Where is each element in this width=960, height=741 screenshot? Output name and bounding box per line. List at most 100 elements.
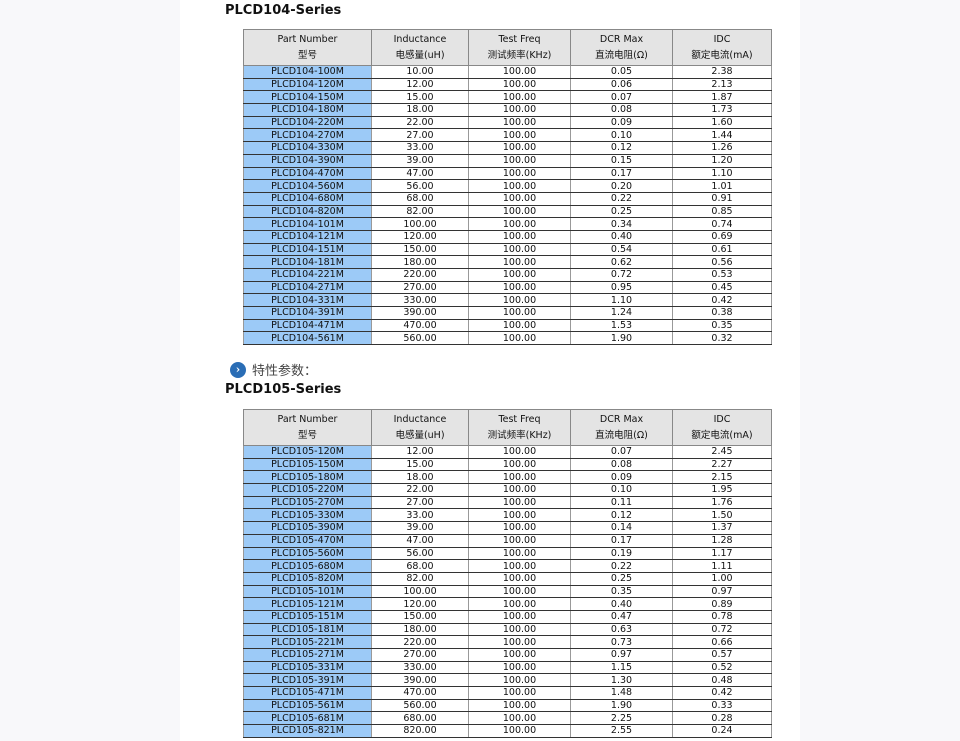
dcr-max-cell: 0.34 — [570, 217, 673, 231]
header-cn: 额定电流(mA) — [691, 49, 753, 61]
idc-cell: 0.72 — [672, 623, 772, 637]
idc-cell: 0.48 — [672, 673, 772, 688]
column-header: Inductance 电感量(uH) — [371, 29, 469, 66]
table-row: PLCD104-680M 68.00 100.00 0.22 0.91 — [243, 192, 772, 206]
table-row: PLCD104-151M 150.00 100.00 0.54 0.61 — [243, 243, 772, 257]
idc-cell: 1.44 — [672, 128, 772, 143]
dcr-max-cell: 1.53 — [570, 319, 673, 333]
dcr-max-cell: 0.95 — [570, 281, 673, 295]
column-header: DCR Max 直流电阻(Ω) — [570, 29, 673, 66]
inductance-cell: 150.00 — [371, 243, 469, 257]
part-number-cell: PLCD104-331M — [243, 293, 372, 308]
table-row: PLCD105-391M 390.00 100.00 1.30 0.48 — [243, 673, 772, 688]
idc-cell: 0.32 — [672, 331, 772, 346]
dcr-max-cell: 0.08 — [570, 458, 673, 472]
test-freq-cell: 100.00 — [468, 610, 571, 624]
test-freq-cell: 100.00 — [468, 458, 571, 472]
idc-cell: 2.45 — [672, 445, 772, 459]
table-row: PLCD105-120M 12.00 100.00 0.07 2.45 — [243, 445, 772, 459]
test-freq-cell: 100.00 — [468, 623, 571, 637]
idc-cell: 0.97 — [672, 585, 772, 599]
column-header: IDC 额定电流(mA) — [672, 409, 772, 446]
header-en: Part Number — [277, 413, 338, 425]
inductance-cell: 680.00 — [371, 711, 469, 726]
part-number-cell: PLCD105-681M — [243, 711, 372, 726]
table-row: PLCD105-101M 100.00 100.00 0.35 0.97 — [243, 585, 772, 599]
idc-cell: 1.10 — [672, 167, 772, 181]
dcr-max-cell: 0.11 — [570, 496, 673, 510]
table-row: PLCD105-181M 180.00 100.00 0.63 0.72 — [243, 623, 772, 637]
inductance-cell: 27.00 — [371, 128, 469, 143]
dcr-max-cell: 0.72 — [570, 268, 673, 282]
table-row: PLCD105-121M 120.00 100.00 0.40 0.89 — [243, 597, 772, 611]
table-row: PLCD104-150M 15.00 100.00 0.07 1.87 — [243, 90, 772, 105]
part-number-cell: PLCD105-220M — [243, 483, 372, 497]
inductance-cell: 12.00 — [371, 445, 469, 459]
dcr-max-cell: 0.40 — [570, 230, 673, 244]
idc-cell: 0.53 — [672, 268, 772, 282]
header-en: IDC — [713, 413, 731, 425]
header-cn: 型号 — [297, 429, 317, 441]
part-number-cell: PLCD104-560M — [243, 179, 372, 193]
test-freq-cell: 100.00 — [468, 496, 571, 510]
dcr-max-cell: 0.25 — [570, 572, 673, 586]
inductance-cell: 39.00 — [371, 521, 469, 535]
idc-cell: 1.37 — [672, 521, 772, 535]
dcr-max-cell: 0.54 — [570, 243, 673, 257]
inductance-cell: 330.00 — [371, 661, 469, 675]
dcr-max-cell: 0.10 — [570, 128, 673, 143]
part-number-cell: PLCD105-151M — [243, 610, 372, 624]
inductance-cell: 27.00 — [371, 496, 469, 510]
test-freq-cell: 100.00 — [468, 128, 571, 143]
idc-cell: 0.24 — [672, 724, 772, 738]
inductance-cell: 390.00 — [371, 306, 469, 320]
inductance-cell: 220.00 — [371, 268, 469, 282]
dcr-max-cell: 0.05 — [570, 65, 673, 79]
dcr-max-cell: 0.20 — [570, 179, 673, 193]
inductance-cell: 22.00 — [371, 483, 469, 497]
idc-cell: 1.73 — [672, 103, 772, 117]
test-freq-cell: 100.00 — [468, 255, 571, 269]
test-freq-cell: 100.00 — [468, 673, 571, 688]
header-en: Part Number — [277, 33, 338, 45]
part-number-cell: PLCD104-471M — [243, 319, 372, 333]
part-number-cell: PLCD105-271M — [243, 648, 372, 662]
dcr-max-cell: 0.17 — [570, 534, 673, 548]
header-en: Test Freq — [498, 33, 541, 45]
test-freq-cell: 100.00 — [468, 243, 571, 257]
inductance-cell: 47.00 — [371, 167, 469, 181]
header-cn: 电感量(uH) — [395, 429, 445, 441]
dcr-max-cell: 0.07 — [570, 445, 673, 459]
test-freq-cell: 100.00 — [468, 559, 571, 573]
inductance-cell: 12.00 — [371, 78, 469, 92]
test-freq-cell: 100.00 — [468, 508, 571, 523]
inductance-cell: 470.00 — [371, 319, 469, 333]
idc-cell: 1.20 — [672, 154, 772, 168]
part-number-cell: PLCD104-680M — [243, 192, 372, 206]
part-number-cell: PLCD105-181M — [243, 623, 372, 637]
table-row: PLCD104-271M 270.00 100.00 0.95 0.45 — [243, 281, 772, 295]
inductance-cell: 820.00 — [371, 724, 469, 738]
dcr-max-cell: 1.90 — [570, 331, 673, 346]
idc-cell: 1.26 — [672, 141, 772, 155]
inductance-cell: 100.00 — [371, 217, 469, 231]
part-number-cell: PLCD104-390M — [243, 154, 372, 168]
inductance-cell: 68.00 — [371, 559, 469, 573]
idc-cell: 1.60 — [672, 116, 772, 130]
inductance-cell: 82.00 — [371, 205, 469, 219]
table-row: PLCD104-120M 12.00 100.00 0.06 2.13 — [243, 78, 772, 92]
table-row: PLCD105-270M 27.00 100.00 0.11 1.76 — [243, 496, 772, 510]
part-number-cell: PLCD105-180M — [243, 470, 372, 485]
part-number-cell: PLCD105-270M — [243, 496, 372, 510]
header-en: Test Freq — [498, 413, 541, 425]
table-row: PLCD104-561M 560.00 100.00 1.90 0.32 — [243, 331, 772, 346]
table-row: PLCD104-100M 10.00 100.00 0.05 2.38 — [243, 65, 772, 79]
dcr-max-cell: 0.35 — [570, 585, 673, 599]
idc-cell: 0.33 — [672, 699, 772, 713]
test-freq-cell: 100.00 — [468, 217, 571, 231]
table-row: PLCD104-391M 390.00 100.00 1.24 0.38 — [243, 306, 772, 320]
idc-cell: 0.42 — [672, 686, 772, 700]
part-number-cell: PLCD104-220M — [243, 116, 372, 130]
header-en: Inductance — [393, 413, 447, 425]
inductance-cell: 10.00 — [371, 65, 469, 79]
